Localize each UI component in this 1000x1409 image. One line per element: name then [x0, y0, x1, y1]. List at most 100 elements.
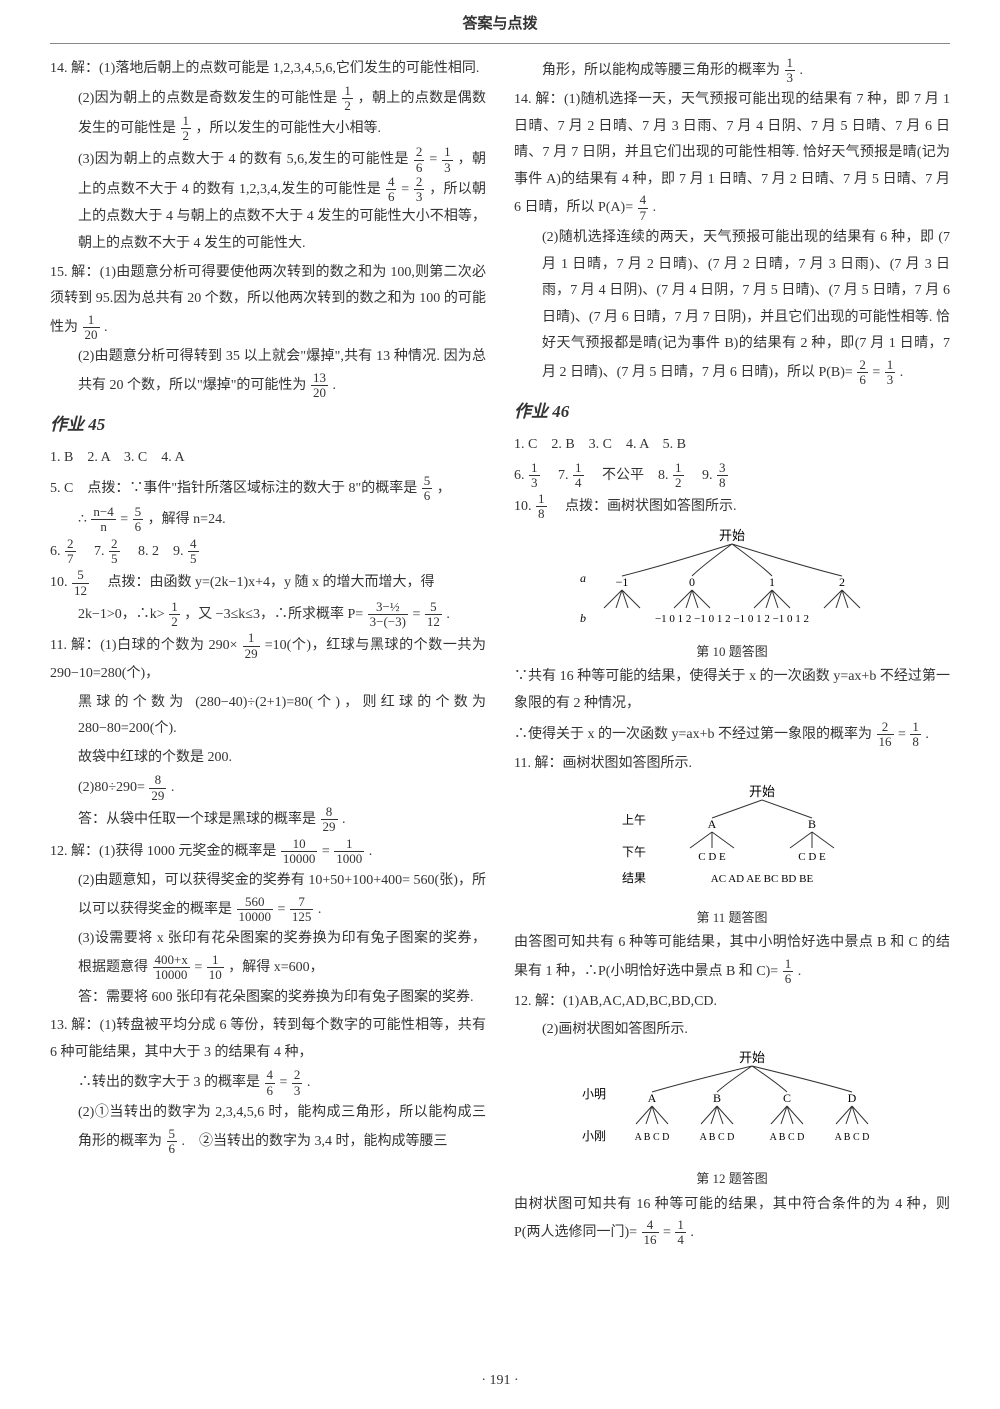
text: .: [798, 964, 802, 979]
a46-10: 10. 18 点拨：画树状图如答图所示.: [514, 492, 950, 522]
r2: A B C D: [700, 1132, 735, 1143]
text: .: [171, 780, 175, 795]
r1: A B C D: [635, 1132, 670, 1143]
frac: 14: [675, 1218, 686, 1248]
A: A: [648, 1091, 657, 1105]
text: =: [322, 844, 333, 859]
tree-diagram-11: 开始 上午 下午 结果 A B C D E C D E AC AD AE BC …: [562, 782, 902, 902]
frac: 26: [414, 145, 425, 175]
tree-diagram-12: 开始 小明 小刚 A B C D A B C D A B C D A B C D…: [532, 1048, 932, 1163]
text: ，: [437, 481, 451, 496]
tree-start: 开始: [749, 784, 775, 799]
text: 不公平 8.: [588, 468, 672, 483]
frac: 26: [857, 358, 868, 388]
l1-0: −1: [616, 575, 629, 589]
text: 5. C 点拨：∵事件"指针所落区域标注的数大于 8"的概率是: [50, 481, 421, 496]
label-pm: 下午: [622, 845, 646, 859]
frac: n−4n: [91, 505, 115, 535]
a45-12: 12. 解：(1)获得 1000 元奖金的概率是 1010000 = 11000…: [50, 837, 486, 867]
frac: 56: [422, 474, 433, 504]
a46-10d: ∴使得关于 x 的一次函数 y=ax+b 不经过第一象限的概率为 216 = 1…: [514, 720, 950, 750]
frac: 13: [785, 56, 796, 86]
a46-11b: 由答图可知共有 6 种等可能结果，其中小明恰好选中景点 B 和 C 的结果有 1…: [514, 930, 950, 986]
a45-13b: ∴转出的数字大于 3 的概率是 46 = 23 .: [50, 1068, 486, 1098]
text: .: [342, 812, 346, 827]
text: =: [278, 902, 289, 917]
CDE1: C D E: [698, 851, 726, 863]
frac: 110: [207, 953, 224, 983]
frac: 46: [265, 1068, 276, 1098]
text: =: [872, 365, 883, 380]
frac: 13: [885, 358, 896, 388]
text: 6.: [50, 544, 64, 559]
frac: 829: [321, 805, 338, 835]
left-column: 14. 解：(1)落地后朝上的点数可能是 1,2,3,4,5,6,它们发生的可能…: [50, 56, 486, 1250]
a45-12j: 答：需要将 600 张印有花朵图案的奖券换为印有兔子图案的奖券.: [50, 985, 486, 1012]
text: =: [412, 607, 423, 622]
text: ，所以发生的可能性大小相等.: [196, 121, 382, 136]
a46-12a: 12. 解：(1)AB,AC,AD,BC,BD,CD.: [514, 989, 950, 1016]
a45-11g: 答：从袋中任取一个球是黑球的概率是 829 .: [50, 805, 486, 835]
section-45-title: 作业 45: [50, 409, 486, 441]
frac: 11000: [334, 837, 364, 867]
a45-11c: 黑球的个数为 (280−40)÷(2+1)=80(个)，则红球的个数为 280−…: [50, 690, 486, 743]
tree11-caption: 第 11 题答图: [514, 906, 950, 931]
a45-12g: (3)设需要将 x 张印有花朵图案的奖券换为印有兔子图案的奖券，根据题意得 40…: [50, 926, 486, 982]
q15-2: (2)由题意分析可得转到 35 以上就会"爆掉",共有 13 种情况. 因为总共…: [50, 344, 486, 400]
CDE2: C D E: [798, 851, 826, 863]
q14-1: 14. 解：(1)落地后朝上的点数可能是 1,2,3,4,5,6,它们发生的可能…: [50, 56, 486, 83]
text: =: [401, 182, 413, 197]
label-a: a: [580, 571, 586, 585]
text: 7.: [544, 468, 572, 483]
a45-12d: (2)由题意知，可以获得奖金的奖券有 10+50+100+400= 560(张)…: [50, 868, 486, 924]
text: 15. 解：(1)由题意分析可得要使他两次转到的数之和为 100,则第二次必须转…: [50, 265, 486, 335]
frac: 12: [169, 600, 180, 630]
tree12-caption: 第 12 题答图: [514, 1167, 950, 1192]
D: D: [848, 1091, 857, 1105]
a46-row1: 1. C 2. B 3. C 4. A 5. B: [514, 432, 950, 459]
r14-1: 14. 解：(1)随机选择一天，天气预报可能出现的结果有 7 种，即 7 月 1…: [514, 87, 950, 223]
text: ，解得 x=600，: [228, 960, 323, 975]
text: 7.: [80, 544, 108, 559]
text: =: [120, 512, 131, 527]
text: .: [925, 727, 929, 742]
l1-1: 0: [689, 575, 695, 589]
tree10-caption: 第 10 题答图: [514, 640, 950, 665]
text: 2k−1>0，∴k>: [78, 607, 168, 622]
a45-row2: 6. 27 7. 25 8. 2 9. 45: [50, 537, 486, 567]
r-top: 角形，所以能构成等腰三角形的概率为 13 .: [514, 56, 950, 86]
text: (3)因为朝上的点数大于 4 的数有 5,6,发生的可能性是: [78, 152, 413, 167]
frac: 18: [536, 492, 547, 522]
frac-half: 12: [342, 84, 353, 114]
frac: 216: [877, 720, 894, 750]
frac: 45: [188, 537, 199, 567]
text: 角形，所以能构成等腰三角形的概率为: [542, 63, 784, 78]
frac: 25: [109, 537, 120, 567]
text: 答：从袋中任取一个球是黑球的概率是: [78, 812, 320, 827]
a46-12c: 由树状图可知共有 16 种等可能的结果，其中符合条件的为 4 种，则 P(两人选…: [514, 1192, 950, 1248]
label-res: 结果: [622, 871, 646, 885]
text: =: [898, 727, 909, 742]
frac: 512: [425, 600, 442, 630]
text: .: [900, 365, 904, 380]
C: C: [783, 1091, 791, 1105]
frac: 1320: [311, 371, 328, 401]
text: 11. 解：(1)白球的个数为 290×: [50, 639, 242, 654]
a45-row1: 1. B 2. A 3. C 4. A: [50, 445, 486, 472]
text: 8. 2 9.: [124, 544, 187, 559]
section-46-title: 作业 46: [514, 396, 950, 428]
r3: A B C D: [770, 1132, 805, 1143]
frac: 512: [72, 568, 89, 598]
l1-3: 2: [839, 575, 845, 589]
l1-2: 1: [769, 575, 775, 589]
text: .: [653, 200, 657, 215]
text: ∴转出的数字大于 3 的概率是: [78, 1075, 264, 1090]
frac-half: 12: [181, 114, 192, 144]
B: B: [713, 1091, 721, 1105]
page-number: · 191 ·: [0, 1368, 1000, 1395]
text: .: [369, 844, 373, 859]
l2: −1 0 1 2 −1 0 1 2 −1 0 1 2 −1 0 1 2: [655, 613, 809, 625]
text: (2)由题意分析可得转到 35 以上就会"爆掉",共有 13 种情况. 因为总共…: [78, 349, 486, 393]
a45-13: 13. 解：(1)转盘被平均分成 6 等份，转到每个数字的可能性相等，共有 6 …: [50, 1013, 486, 1066]
text: ∴使得关于 x 的一次函数 y=ax+b 不经过第一象限的概率为: [514, 727, 876, 742]
